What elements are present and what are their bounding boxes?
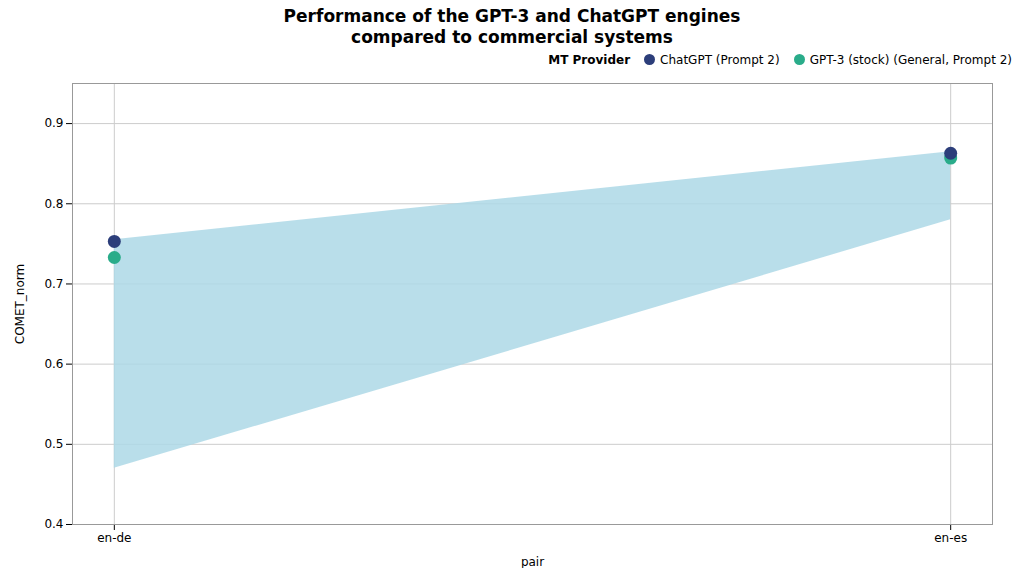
svg-text:en-de: en-de (97, 531, 131, 545)
html-text:ChatGPT (Prompt 2): ChatGPT (Prompt 2) (660, 52, 780, 67)
svg-text:COMET_norm: COMET_norm (13, 263, 27, 343)
svg-text:0.5: 0.5 (44, 437, 63, 451)
svg-text:0.6: 0.6 (44, 356, 63, 370)
html-text:Performance of the GPT-3 and C: Performance of the GPT-3 and ChatGPT eng… (283, 6, 741, 48)
svg-text:0.8: 0.8 (44, 196, 63, 210)
svg-text:en-es: en-es (934, 531, 967, 545)
html-text:GPT-3 (stock) (General, Prompt: GPT-3 (stock) (General, Prompt 2) (809, 52, 1012, 67)
svg-text:0.9: 0.9 (44, 116, 63, 130)
svg-text:0.4: 0.4 (44, 517, 63, 531)
svg-text:pair: pair (521, 554, 544, 568)
html-text:MT Provider: MT Provider (548, 52, 630, 67)
svg-text:0.7: 0.7 (44, 276, 63, 290)
